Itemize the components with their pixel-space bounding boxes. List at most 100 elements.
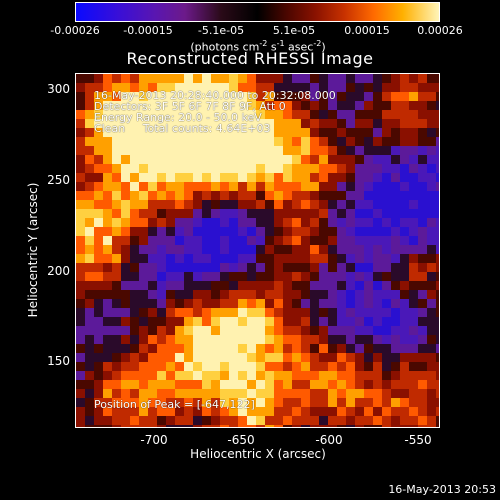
heatmap-cell bbox=[373, 200, 383, 210]
heatmap-cell bbox=[427, 263, 437, 273]
heatmap-cell bbox=[229, 92, 239, 102]
heatmap-cell bbox=[94, 254, 104, 264]
heatmap-cell bbox=[139, 146, 149, 156]
heatmap-cell bbox=[418, 119, 428, 129]
heatmap-cell bbox=[94, 389, 104, 399]
heatmap-cell bbox=[319, 200, 329, 210]
heatmap-cell bbox=[283, 353, 293, 363]
heatmap-cell bbox=[229, 380, 239, 390]
heatmap-cell bbox=[85, 371, 95, 381]
heatmap-cell bbox=[283, 236, 293, 246]
heatmap-cell bbox=[202, 83, 212, 93]
heatmap-cell bbox=[310, 92, 320, 102]
heatmap-cell bbox=[373, 263, 383, 273]
heatmap-cell bbox=[238, 416, 248, 426]
heatmap-cell bbox=[400, 389, 410, 399]
heatmap-cell bbox=[76, 272, 86, 282]
heatmap-cell bbox=[283, 254, 293, 264]
heatmap-cell bbox=[319, 83, 329, 93]
heatmap-cell bbox=[76, 128, 86, 138]
heatmap-cell bbox=[301, 362, 311, 372]
heatmap-cell bbox=[211, 254, 221, 264]
heatmap-cell bbox=[265, 371, 275, 381]
heatmap-cell bbox=[130, 281, 140, 291]
heatmap-cell bbox=[274, 191, 284, 201]
heatmap-cell bbox=[85, 317, 95, 327]
heatmap-cell bbox=[184, 263, 194, 273]
heatmap-cell bbox=[112, 110, 122, 120]
heatmap-cell bbox=[112, 281, 122, 291]
heatmap-cell bbox=[355, 398, 365, 408]
heatmap-cell bbox=[175, 74, 185, 84]
heatmap-cell bbox=[436, 200, 439, 210]
heatmap-cell bbox=[274, 110, 284, 120]
heatmap-cell bbox=[355, 209, 365, 219]
heatmap-cell bbox=[85, 380, 95, 390]
heatmap-cell bbox=[391, 236, 401, 246]
heatmap-cell bbox=[292, 209, 302, 219]
heatmap-cell bbox=[238, 83, 248, 93]
heatmap-cell bbox=[301, 335, 311, 345]
heatmap-cell bbox=[184, 362, 194, 372]
heatmap-cell bbox=[112, 101, 122, 111]
heatmap-cell bbox=[265, 164, 275, 174]
heatmap-cell bbox=[112, 380, 122, 390]
heatmap-cell bbox=[202, 227, 212, 237]
heatmap-cell bbox=[211, 344, 221, 354]
heatmap-cell bbox=[148, 398, 158, 408]
heatmap-cell bbox=[193, 191, 203, 201]
heatmap-cell bbox=[229, 389, 239, 399]
heatmap-cell bbox=[265, 227, 275, 237]
heatmap-cell bbox=[427, 335, 437, 345]
heatmap-cell bbox=[427, 236, 437, 246]
heatmap-cell bbox=[319, 299, 329, 309]
heatmap-cell bbox=[427, 101, 437, 111]
heatmap-cell bbox=[292, 335, 302, 345]
heatmap-cell bbox=[301, 119, 311, 129]
heatmap-cell bbox=[427, 326, 437, 336]
heatmap-cell bbox=[382, 254, 392, 264]
heatmap-cell bbox=[247, 92, 257, 102]
heatmap-cell bbox=[301, 425, 311, 427]
heatmap-cell bbox=[337, 209, 347, 219]
heatmap-cell bbox=[391, 380, 401, 390]
heatmap-cell bbox=[355, 245, 365, 255]
heatmap-cell bbox=[157, 344, 167, 354]
heatmap-cell bbox=[139, 119, 149, 129]
heatmap-cell bbox=[193, 317, 203, 327]
heatmap-cell bbox=[184, 119, 194, 129]
heatmap-cell bbox=[139, 92, 149, 102]
heatmap-cell bbox=[247, 380, 257, 390]
heatmap-cell bbox=[121, 344, 131, 354]
heatmap-cell bbox=[94, 335, 104, 345]
heatmap-cell bbox=[427, 308, 437, 318]
heatmap-cell bbox=[76, 281, 86, 291]
heatmap-cell bbox=[94, 173, 104, 183]
heatmap-cell bbox=[364, 317, 374, 327]
heatmap-cell bbox=[211, 281, 221, 291]
heatmap-cell bbox=[139, 245, 149, 255]
heatmap-cell bbox=[346, 290, 356, 300]
heatmap-cell bbox=[157, 110, 167, 120]
heatmap-cell bbox=[328, 182, 338, 192]
heatmap-cell bbox=[301, 209, 311, 219]
heatmap-cell bbox=[319, 191, 329, 201]
heatmap-cell bbox=[328, 353, 338, 363]
heatmap-cell bbox=[103, 209, 113, 219]
heatmap-cell bbox=[112, 308, 122, 318]
heatmap-cell bbox=[337, 254, 347, 264]
heatmap-cell bbox=[148, 200, 158, 210]
heatmap-cell bbox=[148, 191, 158, 201]
heatmap-cell bbox=[283, 299, 293, 309]
heatmap-cell bbox=[373, 119, 383, 129]
heatmap-cell bbox=[328, 74, 338, 84]
heatmap-cell bbox=[364, 407, 374, 417]
heatmap-cell bbox=[337, 272, 347, 282]
heatmap-cell bbox=[139, 416, 149, 426]
heatmap-cell bbox=[112, 191, 122, 201]
heatmap-cell bbox=[211, 146, 221, 156]
heatmap-cell bbox=[337, 119, 347, 129]
heatmap-cell bbox=[157, 425, 167, 427]
heatmap-cell bbox=[382, 119, 392, 129]
heatmap-cell bbox=[427, 290, 437, 300]
